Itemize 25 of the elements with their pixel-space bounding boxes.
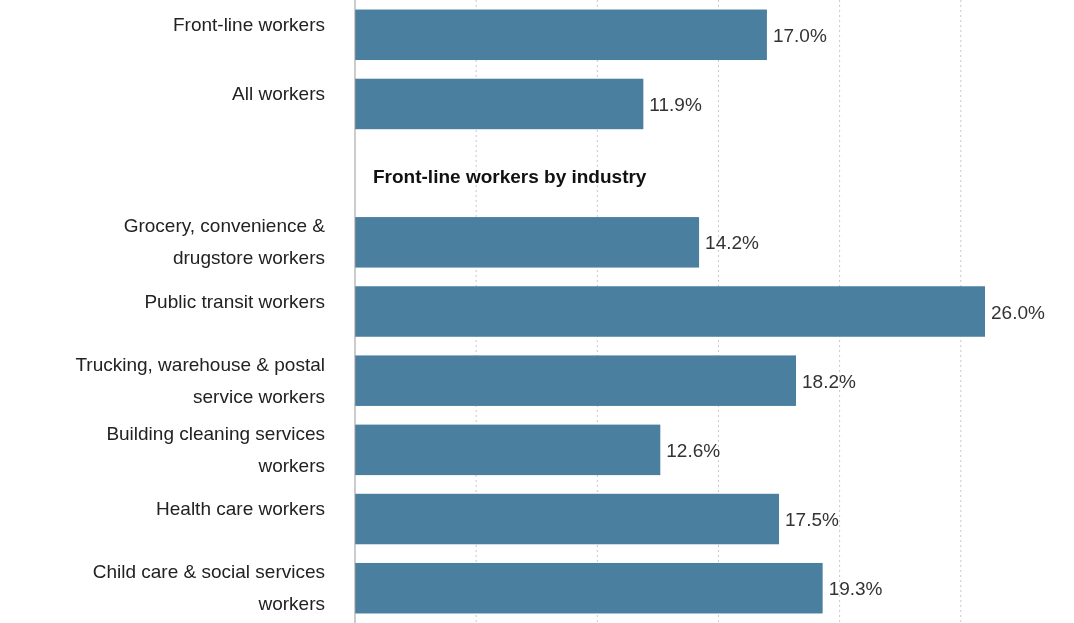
y-tick-label: Health care workers — [156, 498, 325, 520]
bar — [355, 9, 767, 61]
bar — [355, 217, 700, 268]
bar — [355, 78, 644, 130]
data-label: 17.5% — [785, 509, 840, 531]
data-label: 19.3% — [828, 578, 883, 600]
data-label: 14.2% — [705, 232, 760, 254]
bar — [355, 355, 796, 406]
data-label: 11.9% — [649, 93, 702, 115]
y-tick-label: Grocery, convenience & drugstore workers — [123, 215, 326, 269]
bar — [355, 424, 661, 476]
bar — [355, 493, 780, 545]
data-label: 26.0% — [991, 301, 1045, 323]
data-label: 12.6% — [666, 439, 721, 461]
y-tick-label: All workers — [232, 82, 325, 104]
y-tick-label: Front-line workers — [172, 13, 325, 35]
annotation: Front-line workers by industry — [373, 166, 647, 188]
y-tick-label: Trucking, warehouse & postal service workers — [75, 353, 325, 407]
bar — [355, 562, 823, 614]
y-tick-label: Building cleaning services workers — [106, 422, 325, 476]
y-tick-label: Public transit workers — [144, 290, 325, 312]
data-label: 18.2% — [802, 370, 856, 392]
bar — [355, 286, 985, 337]
y-tick-label: Child care & social services workers — [92, 561, 325, 615]
data-label: 17.0% — [772, 24, 827, 46]
